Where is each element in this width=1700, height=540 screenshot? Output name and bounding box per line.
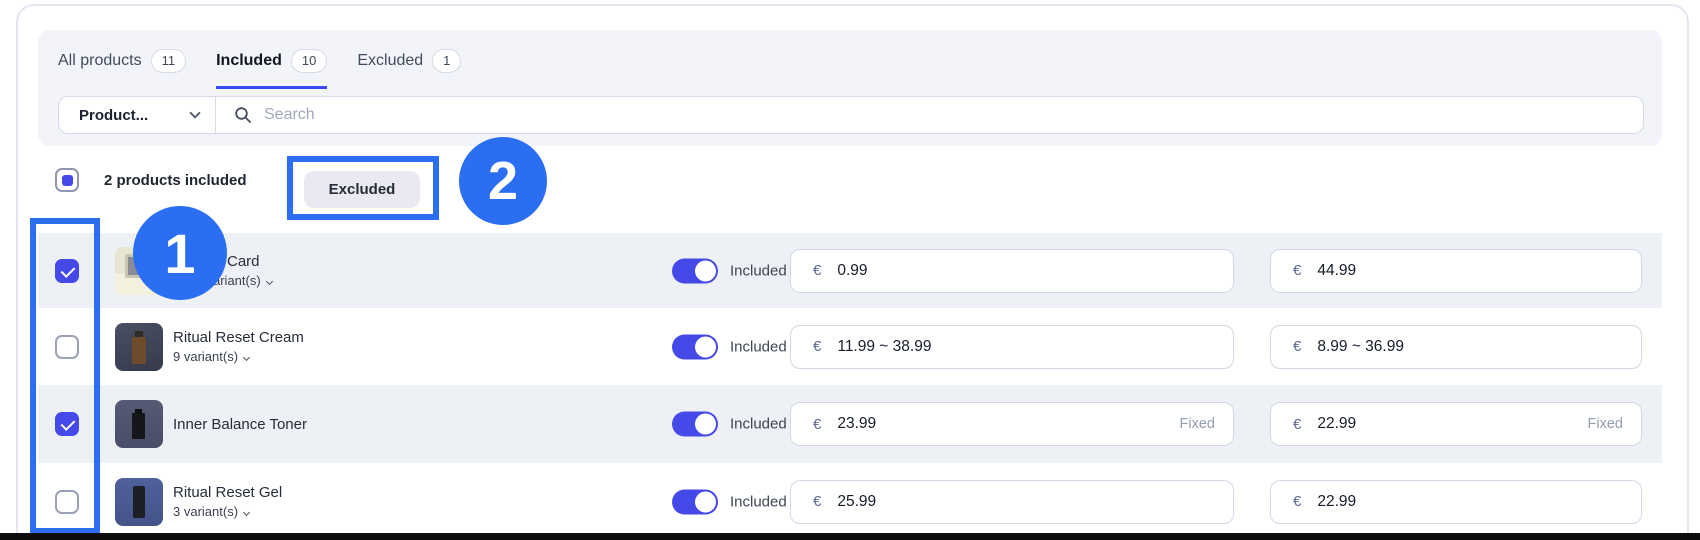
currency-symbol: € <box>813 262 822 279</box>
product-title: Inner Balance Toner <box>173 415 307 433</box>
included-toggle[interactable] <box>672 489 718 514</box>
fixed-badge: Fixed <box>1179 416 1215 432</box>
product-info: Ritual Reset Cream 9 variant(s) <box>173 308 304 385</box>
filter-panel: All products 11 Included 10 Excluded 1 P… <box>38 30 1662 146</box>
compare-price-input[interactable]: € 22.99 <box>1270 479 1642 524</box>
filter-selected-value: Product... <box>79 106 149 124</box>
highlight-rect-excluded-button <box>287 156 439 220</box>
currency-symbol: € <box>813 338 822 355</box>
price-value: 25.99 <box>837 492 877 510</box>
currency-symbol: € <box>813 415 822 433</box>
row-checkbox[interactable] <box>55 412 79 436</box>
search-input[interactable] <box>264 106 1643 124</box>
tab-count-badge: 10 <box>290 49 328 73</box>
chevron-down-icon <box>189 107 201 119</box>
product-info: Inner Balance Toner <box>173 385 307 463</box>
tab-excluded[interactable]: Excluded 1 <box>357 44 462 89</box>
annotation-step-1-badge: 1 <box>133 206 227 300</box>
variants-toggle[interactable]: ariant(s) <box>213 273 273 288</box>
fixed-badge: Fixed <box>1587 416 1623 432</box>
included-toggle[interactable] <box>672 411 718 437</box>
product-row: Ritual Reset Cream 9 variant(s) Included… <box>38 308 1662 385</box>
price-input[interactable]: € 23.99 Fixed <box>790 402 1234 446</box>
product-row: Ritual Reset Gel 3 variant(s) Included €… <box>38 463 1662 540</box>
price-value: 44.99 <box>1317 261 1357 279</box>
product-title: Ritual Reset Gel <box>173 484 283 501</box>
tab-label: All products <box>58 52 142 69</box>
toggle-state-label: Included <box>730 415 787 433</box>
tab-bar: All products 11 Included 10 Excluded 1 <box>58 44 462 89</box>
chevron-down-icon <box>242 354 251 362</box>
variants-toggle[interactable]: 9 variant(s) <box>173 349 304 364</box>
row-checkbox[interactable] <box>55 258 79 283</box>
product-thumbnail <box>115 322 163 371</box>
search-zone <box>216 106 1643 124</box>
price-value: 22.99 <box>1317 492 1357 510</box>
price-value: 8.99 ~ 36.99 <box>1317 337 1404 355</box>
chevron-down-icon <box>242 509 251 517</box>
currency-symbol: € <box>813 493 822 510</box>
row-checkbox[interactable] <box>55 489 79 514</box>
currency-symbol: € <box>1293 493 1302 510</box>
product-title: Card <box>227 253 260 270</box>
toggle-state-label: Included <box>730 262 787 279</box>
product-info: Card ariant(s) <box>173 233 273 308</box>
price-value: 23.99 <box>837 415 877 432</box>
product-thumbnail <box>115 477 163 526</box>
toggle-state-label: Included <box>730 338 787 355</box>
price-value: 11.99 ~ 38.99 <box>837 337 932 355</box>
annotation-step-2-badge: 2 <box>459 137 547 225</box>
currency-symbol: € <box>1293 262 1302 279</box>
product-row: Inner Balance Toner Included € 23.99 Fix… <box>38 385 1662 463</box>
price-input[interactable]: € 0.99 <box>790 248 1234 293</box>
highlight-rect-checkbox-column <box>30 218 100 534</box>
tab-included[interactable]: Included 10 <box>216 44 328 89</box>
tab-label: Included <box>216 52 282 69</box>
select-all-checkbox[interactable] <box>55 168 79 192</box>
variants-toggle[interactable]: 3 variant(s) <box>173 504 282 519</box>
selection-summary: 2 products included <box>104 172 247 189</box>
product-type-filter-dropdown[interactable]: Product... <box>59 97 216 133</box>
price-value: 22.99 <box>1317 415 1357 432</box>
tab-count-badge: 11 <box>150 49 187 73</box>
tab-label: Excluded <box>357 52 424 69</box>
product-title: Ritual Reset Cream <box>173 329 304 346</box>
product-info: Ritual Reset Gel 3 variant(s) <box>173 463 282 540</box>
bottom-edge-bar <box>0 533 1700 540</box>
row-checkbox[interactable] <box>55 334 79 359</box>
excluded-filter-button[interactable]: Excluded <box>304 171 420 208</box>
search-icon <box>235 107 251 123</box>
search-bar: Product... <box>58 96 1644 134</box>
compare-price-input[interactable]: € 44.99 <box>1270 248 1642 293</box>
included-toggle[interactable] <box>672 258 718 283</box>
tab-count-badge: 1 <box>432 49 462 73</box>
included-toggle[interactable] <box>672 334 718 359</box>
compare-price-input[interactable]: € 22.99 Fixed <box>1270 402 1642 446</box>
price-value: 0.99 <box>837 261 868 279</box>
tab-all-products[interactable]: All products 11 <box>58 44 187 89</box>
currency-symbol: € <box>1293 338 1302 355</box>
price-input[interactable]: € 25.99 <box>790 479 1234 524</box>
currency-symbol: € <box>1293 415 1302 433</box>
product-row: Card ariant(s) Included € 0.99 € 44.99 <box>38 233 1662 308</box>
compare-price-input[interactable]: € 8.99 ~ 36.99 <box>1270 324 1642 369</box>
toggle-state-label: Included <box>730 493 787 510</box>
product-thumbnail <box>115 400 163 448</box>
price-input[interactable]: € 11.99 ~ 38.99 <box>790 324 1234 369</box>
chevron-down-icon <box>265 278 273 286</box>
